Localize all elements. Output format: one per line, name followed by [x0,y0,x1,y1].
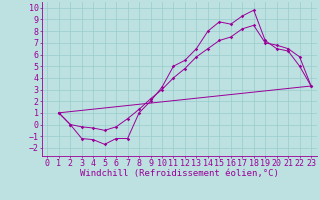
X-axis label: Windchill (Refroidissement éolien,°C): Windchill (Refroidissement éolien,°C) [80,169,279,178]
